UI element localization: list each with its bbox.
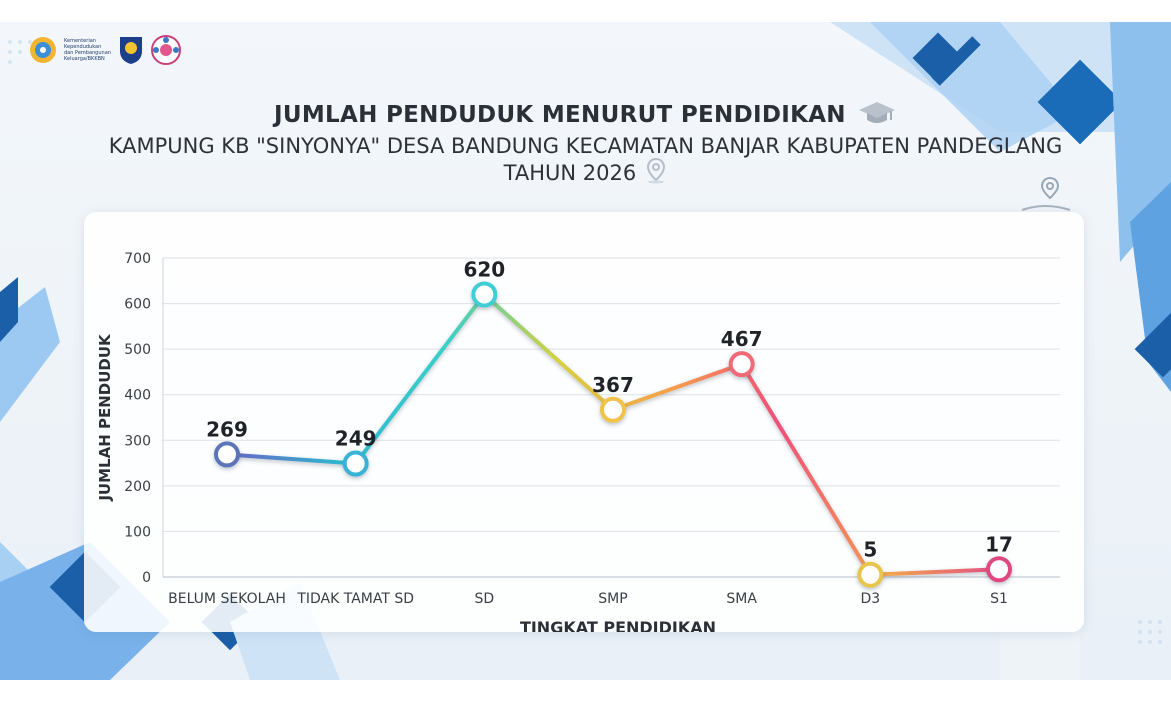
data-point	[600, 396, 626, 423]
logo-group: Kementerian Kependudukan dan Pembangunan…	[28, 34, 182, 66]
y-tick-label: 600	[124, 297, 151, 313]
y-tick-label: 200	[124, 479, 151, 495]
data-label: 620	[463, 257, 505, 281]
data-label: 17	[985, 532, 1013, 556]
chart-title: JUMLAH PENDUDUK MENURUT PENDIDIKAN	[274, 102, 846, 128]
title-block: JUMLAH PENDUDUK MENURUT PENDIDIKAN KAMPU…	[0, 100, 1171, 185]
x-tick-label: TIDAK TAMAT SD	[296, 591, 414, 607]
x-axis-title: TINGKAT PENDIDIKAN	[520, 618, 716, 632]
location-pin-icon	[647, 157, 666, 184]
chart-subtitle: KAMPUNG KB "SINYONYA" DESA BANDUNG KECAM…	[108, 134, 1063, 158]
data-label: 269	[206, 417, 248, 441]
bkkbn-logo-icon	[30, 37, 56, 63]
chart-year: TAHUN 2026	[503, 161, 637, 185]
data-label: 249	[335, 427, 377, 451]
slide-background: Kementerian Kependudukan dan Pembangunan…	[0, 22, 1171, 680]
data-point	[857, 561, 884, 588]
x-tick-label: D3	[860, 591, 880, 607]
x-tick-label: SD	[474, 591, 494, 607]
chart-panel: 0 100 200 300 400 500 600 700 JUMLAH PENDUDUK BEL…	[84, 212, 1084, 632]
y-tick-label: 100	[124, 524, 151, 540]
y-tick-label: 500	[124, 342, 151, 358]
data-point	[986, 556, 1012, 583]
graduation-cap-icon	[858, 102, 895, 123]
x-tick-label: S1	[990, 591, 1008, 607]
kampung-kb-logo-icon	[151, 35, 181, 65]
y-tick-label: 400	[124, 388, 151, 404]
x-tick-label: SMA	[726, 591, 757, 607]
data-point	[342, 450, 369, 477]
data-point	[471, 281, 498, 308]
emblem-logo-icon	[120, 37, 142, 64]
data-label: 367	[592, 373, 634, 397]
data-point	[214, 441, 240, 468]
x-tick-label: BELUM SEKOLAH	[168, 591, 286, 607]
logo-text: Kementerian Kependudukan dan Pembangunan…	[64, 38, 111, 62]
line-chart: 0 100 200 300 400 500 600 700 JUMLAH PENDUDUK BEL…	[96, 251, 1060, 632]
x-tick-label: SMP	[598, 591, 627, 607]
y-tick-label: 700	[124, 251, 151, 267]
decorative-shapes	[0, 22, 1171, 680]
y-tick-label: 0	[142, 570, 151, 586]
data-label: 5	[863, 538, 877, 562]
y-axis-title: JUMLAH PENDUDUK	[96, 333, 114, 502]
data-label: 467	[721, 327, 763, 351]
y-tick-label: 300	[124, 433, 151, 449]
data-point	[728, 351, 755, 378]
